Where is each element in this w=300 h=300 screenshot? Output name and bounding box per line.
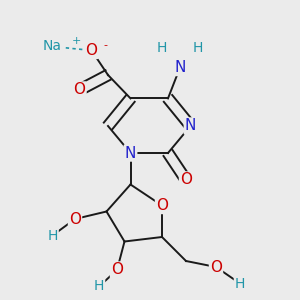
- Text: N: N: [185, 118, 196, 134]
- Text: Na: Na: [43, 40, 62, 53]
- Text: O: O: [180, 172, 192, 188]
- Text: O: O: [210, 260, 222, 274]
- Text: +: +: [72, 36, 81, 46]
- Text: H: H: [94, 280, 104, 293]
- Text: O: O: [69, 212, 81, 226]
- Text: N: N: [174, 60, 186, 75]
- Text: H: H: [235, 277, 245, 290]
- Text: O: O: [85, 43, 98, 58]
- Text: O: O: [74, 82, 86, 98]
- Text: O: O: [156, 198, 168, 213]
- Text: H: H: [193, 41, 203, 55]
- Text: O: O: [111, 262, 123, 278]
- Text: H: H: [47, 229, 58, 242]
- Text: N: N: [125, 146, 136, 160]
- Text: H: H: [157, 41, 167, 55]
- Text: -: -: [103, 40, 108, 50]
